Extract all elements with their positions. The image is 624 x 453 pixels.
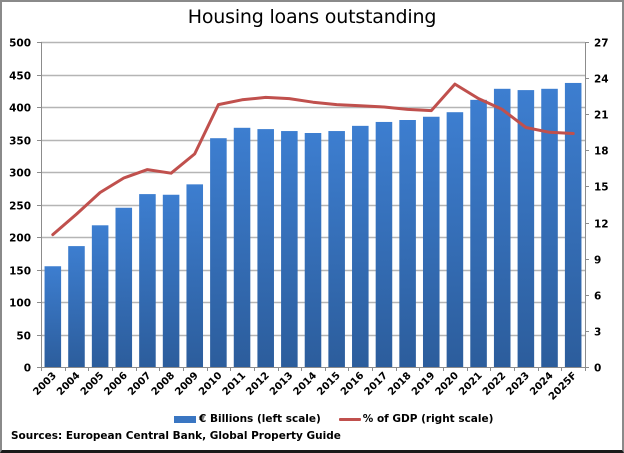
bar <box>352 125 369 367</box>
x-axis-category-label: 2008 <box>150 370 177 397</box>
right-axis-tick-label: 21 <box>594 110 609 122</box>
left-axis-tick-label: 50 <box>16 331 31 343</box>
bar <box>210 138 227 367</box>
x-axis-category-label: 2023 <box>505 370 532 397</box>
bar <box>186 184 204 367</box>
bar <box>493 88 511 368</box>
right-axis-tick-label: 9 <box>594 255 601 267</box>
x-axis-category-label: 2022 <box>481 370 508 397</box>
x-axis-category-label: 2013 <box>268 370 295 397</box>
left-axis-tick-label: 0 <box>24 363 31 375</box>
x-axis-category-label: 2009 <box>173 370 200 397</box>
bar <box>257 129 274 367</box>
legend-line-swatch-icon <box>338 417 361 421</box>
legend-bar-swatch-icon <box>174 415 196 423</box>
x-axis-category-label: 2014 <box>292 370 319 397</box>
bar <box>564 82 582 367</box>
legend-bar-label: € Billions (left scale) <box>199 413 321 425</box>
x-axis-category-label: 2019 <box>410 370 437 397</box>
source-note: Sources: European Central Bank, Global P… <box>11 430 341 442</box>
left-axis-tick-label: 250 <box>9 201 31 213</box>
left-axis-tick-label: 150 <box>9 266 31 278</box>
right-axis-tick-label: 3 <box>594 327 601 339</box>
bar <box>328 131 345 367</box>
right-axis-tick-label: 12 <box>594 219 609 231</box>
bar <box>281 131 298 367</box>
x-axis-category-label: 2006 <box>102 370 129 397</box>
left-axis-tick-label: 350 <box>9 136 31 148</box>
bar <box>91 225 109 367</box>
left-axis-tick-label: 400 <box>9 103 31 115</box>
left-axis-tick-label: 300 <box>9 168 31 180</box>
bar <box>446 112 464 367</box>
left-axis-tick-label: 500 <box>9 38 31 50</box>
left-axis-tick-label: 200 <box>9 233 31 245</box>
x-axis-category-label: 2005 <box>79 370 106 397</box>
axes <box>37 42 589 371</box>
bar <box>304 133 322 367</box>
legend-line-label: % of GDP (right scale) <box>362 413 494 425</box>
bar <box>68 246 85 367</box>
x-axis-category-label: 2003 <box>31 370 58 397</box>
bar <box>517 90 535 367</box>
left-axis-tick-label: 450 <box>9 71 31 83</box>
x-axis-category-label: 2021 <box>457 370 484 397</box>
bar <box>162 194 180 367</box>
x-axis-category-label: 2004 <box>55 370 82 397</box>
line-series <box>51 82 575 237</box>
x-axis-category-label: 2018 <box>386 370 413 397</box>
x-axis-category-label: 2011 <box>221 370 248 397</box>
bar <box>470 99 487 367</box>
right-axis-tick-label: 6 <box>594 291 601 303</box>
bar <box>375 121 393 367</box>
bar <box>399 120 416 367</box>
bar <box>139 194 156 367</box>
x-axis-category-label: 2016 <box>339 370 366 397</box>
right-axis-tick-label: 18 <box>594 146 609 158</box>
bar-series <box>44 82 582 368</box>
x-axis-category-label: 2010 <box>197 370 224 397</box>
x-axis-category-label: 2015 <box>315 370 342 397</box>
bar <box>422 116 440 367</box>
bar <box>541 88 558 368</box>
x-axis-category-label: 2020 <box>434 370 461 397</box>
x-axis-category-label: 2007 <box>126 370 153 397</box>
bar <box>233 127 251 367</box>
gdp-line <box>51 82 575 237</box>
right-axis-tick-label: 0 <box>594 363 601 375</box>
x-axis-category-label: 2012 <box>244 370 271 397</box>
x-axis-category-label: 2017 <box>363 370 390 397</box>
legend: € Billions (left scale) % of GDP (right … <box>174 412 493 426</box>
right-axis-tick-label: 24 <box>594 74 609 86</box>
bar <box>44 266 62 367</box>
left-axis-tick-label: 100 <box>9 298 31 310</box>
chart-title: Housing loans outstanding <box>187 6 437 28</box>
right-axis-tick-label: 15 <box>594 182 609 194</box>
right-axis-tick-label: 27 <box>594 38 609 50</box>
bar <box>115 207 133 367</box>
